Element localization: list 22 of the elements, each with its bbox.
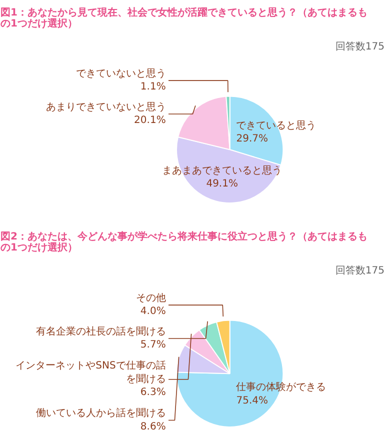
slice-label: できていると思う <box>236 120 316 132</box>
data-label: 20.1% <box>134 115 166 126</box>
slice-label: 有名企業の社長の話を聞ける <box>36 325 166 338</box>
data-label: 75.4% <box>236 395 268 406</box>
data-label: 6.3% <box>140 387 166 398</box>
slice-label: 仕事の体験ができる <box>236 381 326 394</box>
data-label: 8.6% <box>140 421 166 432</box>
data-label: 5.7% <box>140 340 166 351</box>
data-label: 1.1% <box>140 82 166 93</box>
chart-title: 図2：あなたは、今どんな事が学べたら将来仕事に役立つと思う？（あてはまるもの1つだけ選択） <box>0 230 368 254</box>
slice-label: できていないと思う <box>76 68 166 80</box>
slice-label: あまりできていないと思う <box>46 102 166 113</box>
data-label: 49.1% <box>206 178 238 190</box>
text: 回答数175 <box>335 40 384 52</box>
data-label: 29.7% <box>236 134 268 145</box>
slice-label: インターネットやSNSで仕事の話を聞ける <box>16 360 166 385</box>
slice-label: まあまあできていると思う <box>162 165 282 176</box>
slice-label: 働いている人から話を聞ける <box>36 407 166 420</box>
slice-label: その他 <box>136 292 166 304</box>
chart-title: 図1：あなたから見て現在、社会で女性が活躍できていると思う？（あてはまるもの1つだけ選択） <box>0 6 368 30</box>
data-label: 4.0% <box>140 306 166 318</box>
text: 回答数175 <box>335 264 384 276</box>
